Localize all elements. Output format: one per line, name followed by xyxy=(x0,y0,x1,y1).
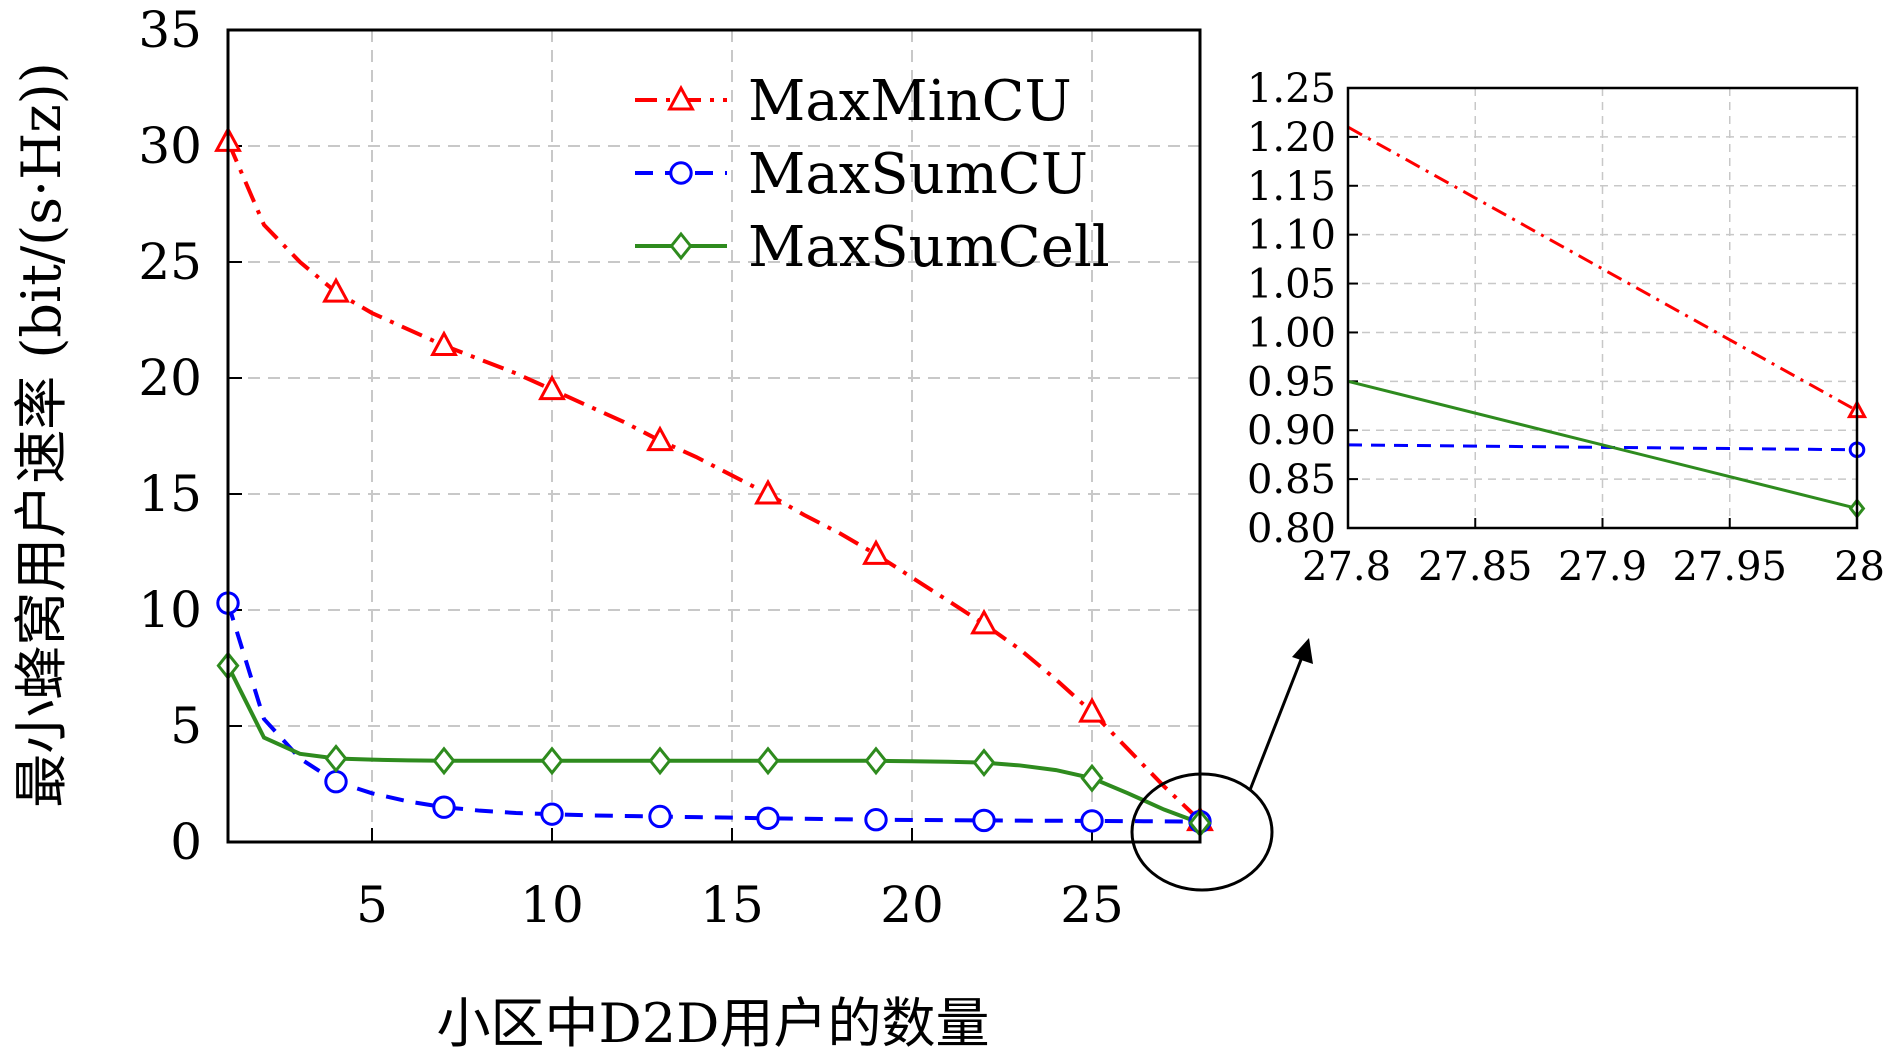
marker-MaxSumCU xyxy=(648,804,672,829)
inset-x-tick-label: 27.8 xyxy=(1302,544,1391,590)
inset-series-line-MaxSumCell xyxy=(1347,379,1858,510)
main-y-tick-label: 0 xyxy=(170,813,202,871)
marker-MaxMinCU xyxy=(862,539,890,565)
inset-series-line-MaxSumCU xyxy=(1347,443,1858,452)
inset-tick-labels: 27.8 27.85 27.9 27.95 28 0.800.850.900.951.00… xyxy=(1247,66,1885,590)
zoom-circle xyxy=(1130,772,1274,892)
series-line-MaxMinCU xyxy=(226,140,1202,823)
x-axis-label: 小区中D2D用户的数量 xyxy=(437,992,990,1051)
marker-MaxSumCell xyxy=(972,748,996,778)
legend-marker-MaxMinCU xyxy=(667,84,695,111)
inset-y-tick-label: 0.80 xyxy=(1247,506,1336,552)
inset-x-tick-label: 28 xyxy=(1834,544,1885,590)
main-chart: 5 10 15 20 25 0 5 10 15 20 25 30 35 MaxMinCU MaxSumCU… xyxy=(10,1,1214,1051)
marker-MaxMinCU xyxy=(646,425,674,452)
inset-x-tick-label: 27.95 xyxy=(1672,544,1787,590)
inset-x-tick-label: 27.85 xyxy=(1418,544,1533,590)
marker-MaxSumCell xyxy=(756,746,780,776)
series-line-MaxSumCell xyxy=(226,664,1201,825)
marker-MaxSumCell xyxy=(864,746,888,776)
inset-y-tick-label: 1.25 xyxy=(1247,66,1336,112)
main-x-tick-label: 5 xyxy=(356,876,388,934)
main-y-tick-label: 25 xyxy=(138,233,202,291)
inset-y-tick-label: 0.90 xyxy=(1247,408,1336,454)
legend-label: MaxSumCU xyxy=(748,142,1088,207)
marker-MaxSumCell xyxy=(324,744,348,773)
marker-MaxSumCU xyxy=(1080,809,1104,833)
series-line-MaxSumCU xyxy=(226,602,1201,824)
marker-MaxSumCell xyxy=(432,746,456,776)
zoom-arrow-line xyxy=(1248,651,1306,791)
main-x-tick-label: 25 xyxy=(1060,876,1124,934)
main-y-tick-label: 30 xyxy=(138,117,202,175)
inset-grid xyxy=(1347,87,1858,529)
y-axis-label: 最小蜂窝用户速率 (bit/(s·Hz)) xyxy=(10,62,73,808)
inset-x-tick-label: 27.9 xyxy=(1558,544,1647,590)
legend: MaxMinCU MaxSumCU MaxSumCell xyxy=(635,69,1110,280)
inset-y-tick-label: 1.10 xyxy=(1247,213,1336,259)
marker-MaxMinCU xyxy=(754,478,782,505)
marker-MaxSumCell xyxy=(540,746,564,776)
inset-y-tick-label: 0.85 xyxy=(1247,457,1336,503)
marker-MaxSumCell xyxy=(648,746,672,776)
marker-MaxMinCU xyxy=(538,374,566,401)
inset-series-line-MaxMinCU xyxy=(1347,125,1858,412)
marker-MaxMinCU xyxy=(430,330,458,357)
main-y-tick-label: 15 xyxy=(138,465,202,523)
marker-MaxSumCU xyxy=(540,802,564,826)
main-tick-labels: 5 10 15 20 25 0 5 10 15 20 25 30 35 xyxy=(138,1,1123,934)
main-x-tick-label: 20 xyxy=(880,876,944,934)
inset-chart: 27.8 27.85 27.9 27.95 28 0.800.850.900.951.00… xyxy=(1247,66,1885,590)
marker-MaxSumCU xyxy=(324,769,348,794)
main-y-tick-label: 35 xyxy=(138,1,202,59)
inset-y-tick-label: 1.00 xyxy=(1247,310,1336,356)
inset-y-tick-label: 0.95 xyxy=(1247,359,1336,405)
zoom-callout xyxy=(1130,638,1313,892)
main-plot-frame xyxy=(226,28,1202,844)
marker-MaxMinCU xyxy=(970,608,998,635)
main-y-tick-label: 10 xyxy=(138,581,202,639)
main-y-tick-label: 5 xyxy=(170,697,202,755)
inset-y-tick-label: 1.15 xyxy=(1247,164,1336,210)
marker-MaxSumCU xyxy=(864,808,888,832)
inset-y-tick-label: 1.20 xyxy=(1247,115,1336,161)
marker-MaxSumCU xyxy=(972,808,996,833)
main-x-tick-label: 15 xyxy=(700,876,764,934)
main-grid xyxy=(228,29,1200,843)
marker-MaxMinCU xyxy=(322,277,350,303)
legend-marker-MaxSumCU xyxy=(669,161,693,185)
marker-MaxMinCU xyxy=(1078,696,1106,723)
inset-plot-frame xyxy=(1346,86,1859,530)
zoom-arrowhead xyxy=(1292,638,1313,664)
marker-MaxSumCell xyxy=(1080,763,1104,793)
main-x-tick-label: 10 xyxy=(520,876,584,934)
legend-label: MaxMinCU xyxy=(748,69,1072,134)
main-y-tick-label: 20 xyxy=(138,349,202,407)
legend-marker-MaxSumCell xyxy=(669,231,693,261)
inset-y-tick-label: 1.05 xyxy=(1247,262,1336,308)
marker-MaxSumCU xyxy=(756,806,780,831)
marker-MaxSumCU xyxy=(432,795,456,819)
legend-label: MaxSumCell xyxy=(748,215,1110,280)
